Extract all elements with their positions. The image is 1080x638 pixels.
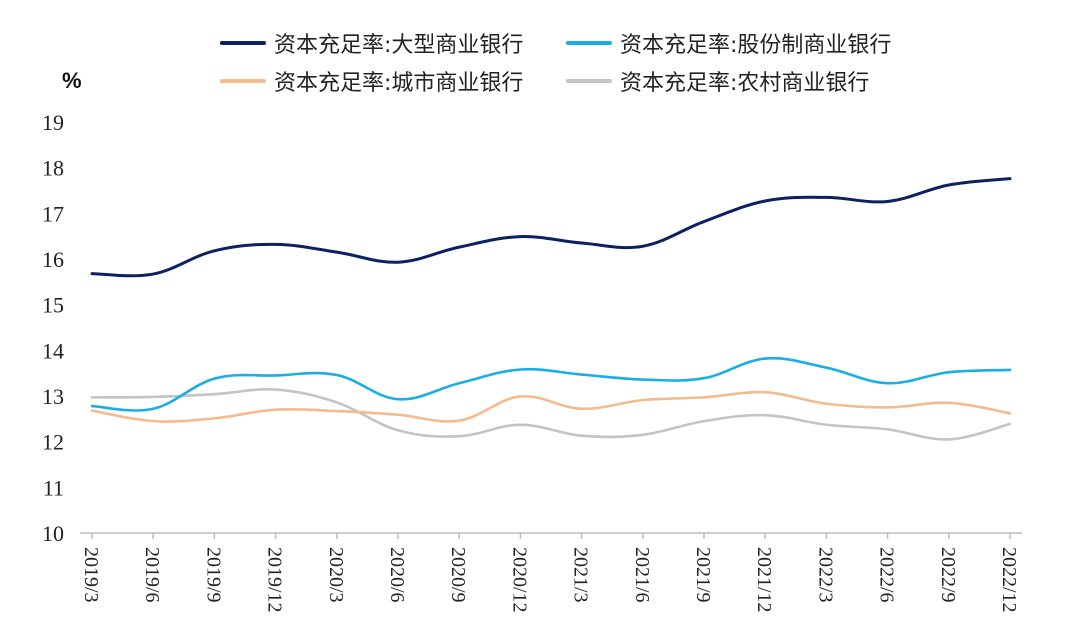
x-tick-label: 2022/3 [814,547,836,603]
y-tick-label: 15 [42,293,64,318]
x-tick-label: 2021/9 [692,547,714,603]
legend-item-joint-stock-banks: 资本充足率:股份制商业银行 [566,24,891,62]
x-tick-label: 2021/12 [753,547,775,613]
legend-label-joint-stock-banks: 资本充足率:股份制商业银行 [620,33,892,58]
x-tick-label: 2019/3 [80,547,102,603]
y-tick-label: 16 [42,247,64,272]
x-tick-label: 2019/12 [264,547,286,613]
x-tick-label: 2020/3 [325,547,347,603]
legend-swatch-rural-banks [566,79,612,83]
legend-swatch-city-banks [220,79,266,83]
series-line-city-banks [90,390,1012,423]
x-tick-label: 2021/3 [570,547,592,603]
legend-item-rural-banks: 资本充足率:农村商业银行 [566,62,869,100]
legend-item-large-banks: 资本充足率:大型商业银行 [220,24,523,62]
legend-label-large-banks: 资本充足率:大型商业银行 [274,33,524,58]
legend-label-rural-banks: 资本充足率:农村商业银行 [620,71,870,96]
x-tick-label: 2022/12 [998,547,1020,613]
x-tick-label: 2020/12 [508,547,530,613]
y-tick-label: 18 [42,156,64,181]
x-tick-label: 2019/6 [141,547,163,603]
y-tick-label: 13 [42,384,64,409]
series-line-rural-banks [90,388,1012,441]
x-tick-label: 2020/6 [386,547,408,603]
y-tick-label: 10 [42,521,64,546]
legend: 资本充足率:大型商业银行 资本充足率:股份制商业银行 资本充足率:城市商业银行 … [220,24,940,104]
y-tick-label: 14 [42,338,64,363]
x-tick-label: 2019/9 [202,547,224,603]
series-line-large-banks [90,177,1012,278]
legend-label-city-banks: 资本充足率:城市商业银行 [274,71,524,96]
legend-swatch-joint-stock-banks [566,41,612,45]
x-tick-label: 2021/6 [631,547,653,603]
y-tick-label: 11 [43,475,64,500]
y-tick-label: 17 [42,201,64,226]
x-tick-label: 2022/6 [876,547,898,603]
x-tick-label: 2020/9 [447,547,469,603]
x-tick-label: 2022/9 [937,547,959,603]
y-tick-label: 19 [42,110,64,135]
y-tick-label: 12 [42,430,64,455]
series-line-joint-stock-banks [90,356,1012,412]
y-axis-unit-label: % [62,68,82,93]
legend-item-city-banks: 资本充足率:城市商业银行 [220,62,523,100]
legend-swatch-large-banks [220,41,266,45]
